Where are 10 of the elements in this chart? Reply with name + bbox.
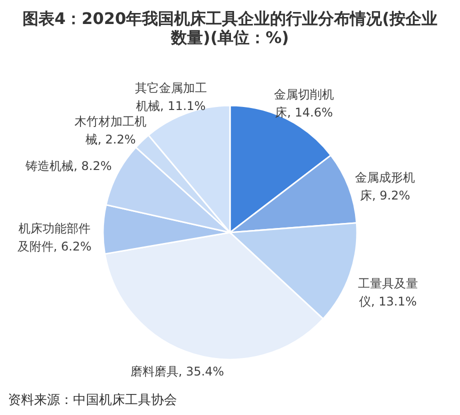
text: 资料来源：中国机床工具协会: [8, 393, 177, 408]
slice-label: 木竹材加工机械, 2.2%: [74, 114, 147, 147]
chart-title: 图表4：2020年我国机床工具企业的行业分布情况(按企业数量)(单位：%): [22, 9, 438, 47]
slice-label: 其它金属加工机械, 11.1%: [134, 80, 207, 113]
slice-label: 金属成形机床, 9.2%: [355, 170, 416, 203]
slice-label: 铸造机械, 8.2%: [24, 158, 112, 173]
slice-label: 金属切削机床, 14.6%: [274, 87, 334, 120]
slice-label: 工量具及量仪, 13.1%: [358, 276, 418, 308]
slice-label: 机床功能部件及附件, 6.2%: [17, 222, 92, 254]
slice-label: 磨料磨具, 35.4%: [130, 364, 224, 378]
